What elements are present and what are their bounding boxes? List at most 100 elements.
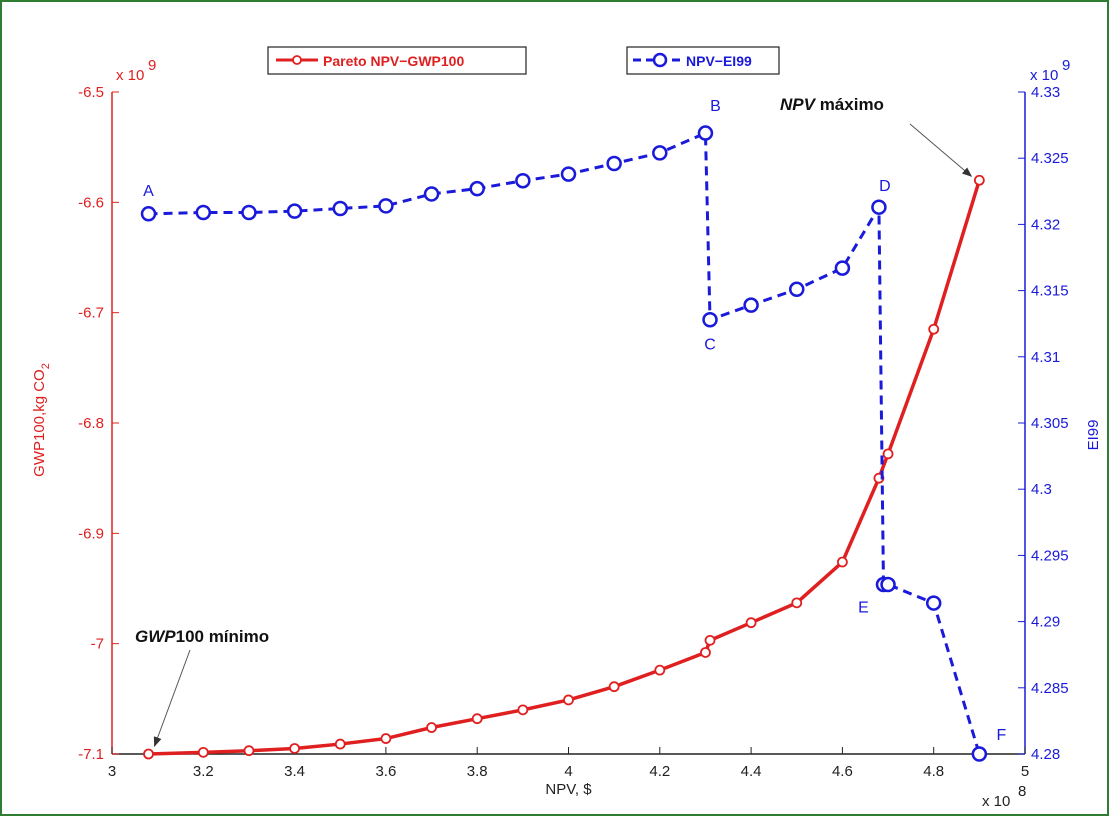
legend-swatch-marker-gwp100 [292,55,302,65]
data-point-npv-ei99 [332,200,348,217]
data-point-npv-ei99 [834,260,851,276]
data-point-npv-gwp100 [700,647,711,658]
data-point-npv-ei99 [652,145,668,161]
data-point-npv-ei99 [423,186,440,202]
x-axis-multiplier-exponent: 8 [1018,783,1026,800]
left-y-multiplier-exponent: 9 [148,57,156,74]
data-point-npv-gwp100 [928,323,940,335]
left-y-tick-label: -6.6 [78,194,104,211]
right-y-tick-label: 4.285 [1031,680,1069,697]
x-tick-label: 3 [108,763,116,780]
data-point-npv-ei99 [469,180,485,197]
right-y-tick-label: 4.325 [1031,150,1069,167]
data-point-npv-ei99 [560,166,577,182]
data-point-npv-gwp100 [563,694,574,706]
left-y-tick-label: -6.9 [78,525,104,542]
right-y-multiplier: x 10 [1030,67,1058,84]
legend-label-ei99: NPV−EI99 [686,53,752,69]
x-tick-label: 4.6 [832,763,853,780]
left-y-tick-label: -6.7 [78,305,104,322]
data-point-npv-gwp100 [143,748,154,760]
data-point-npv-ei99 [702,311,718,328]
left-y-tick-label: -7 [91,636,104,653]
data-point-npv-ei99 [971,746,988,762]
data-point-npv-gwp100 [704,634,716,646]
right-y-tick-label: 4.3 [1031,481,1052,498]
data-point-npv-ei99 [697,125,714,141]
left-y-tick-label: -7.1 [78,746,104,763]
annotation-text: 100 mínimo [176,627,270,646]
data-point-npv-gwp100 [197,746,209,758]
left-y-axis-label-subscript: 2 [40,363,52,369]
data-point-npv-gwp100 [289,743,301,754]
data-point-npv-gwp100 [654,664,666,676]
annotation-arrow [153,649,191,747]
right-y-tick-label: 4.32 [1031,216,1060,233]
data-point-npv-gwp100 [517,704,529,716]
x-tick-label: 4.8 [923,763,944,780]
left-y-tick-label: -6.8 [78,415,104,432]
data-point-npv-ei99 [378,198,394,214]
data-point-npv-gwp100 [608,681,620,693]
left-y-axis-label: GWP100,kg CO2 [31,363,52,477]
point-label-e: E [858,600,869,617]
series-line-npv-ei99 [148,130,981,755]
right-y-tick-label: 4.315 [1031,283,1069,300]
point-label-a: A [143,183,154,200]
point-label-d: D [879,178,891,195]
x-axis-multiplier: x 10 [982,793,1010,810]
annotation-npv-maximo: NPV máximo [780,95,884,114]
data-point-npv-ei99 [925,595,942,611]
annotation-text: máximo [815,95,884,114]
data-point-npv-ei99 [743,297,759,313]
data-point-npv-gwp100 [837,556,848,568]
data-point-npv-gwp100 [426,722,437,733]
legend-swatch-marker-ei99 [652,52,668,68]
x-tick-label: 3.8 [467,763,488,780]
data-point-npv-ei99 [871,199,887,215]
left-y-multiplier: x 10 [116,67,144,84]
annotation-variable: NPV [780,95,817,114]
data-point-npv-gwp100 [471,713,483,725]
x-tick-label: 3.4 [284,763,305,780]
right-y-axis-label: EI99 [1085,420,1102,451]
data-point-npv-gwp100 [882,448,894,460]
left-y-tick-label: -6.5 [78,84,104,101]
point-label-b: B [710,98,721,115]
annotation-variable: GWP [135,627,176,646]
data-point-npv-ei99 [880,576,896,593]
data-point-npv-ei99 [286,203,303,219]
data-point-npv-gwp100 [745,617,757,629]
data-point-npv-ei99 [789,281,805,298]
right-y-tick-label: 4.28 [1031,746,1060,763]
data-point-npv-gwp100 [973,174,985,186]
x-tick-label: 4.2 [649,763,670,780]
data-point-npv-ei99 [140,206,157,222]
x-tick-label: 4.4 [741,763,762,780]
data-point-npv-gwp100 [380,733,392,744]
right-y-tick-label: 4.31 [1031,349,1060,366]
right-y-multiplier-exponent: 9 [1062,57,1070,74]
series-line-npv-gwp100 [148,179,982,756]
right-y-tick-label: 4.29 [1031,614,1060,631]
data-point-npv-gwp100 [334,738,346,750]
legend-label-gwp100: Pareto NPV−GWP100 [323,53,464,69]
x-tick-label: 4 [564,763,572,780]
x-tick-label: 5 [1021,763,1029,780]
data-point-npv-ei99 [606,155,622,172]
x-tick-label: 3.2 [193,763,214,780]
right-y-tick-label: 4.33 [1031,84,1060,101]
x-axis-label: NPV, $ [545,781,592,798]
annotation-arrow [909,123,973,177]
data-point-npv-ei99 [515,172,531,189]
right-y-tick-label: 4.305 [1031,415,1069,432]
right-y-tick-label: 4.295 [1031,547,1069,564]
data-point-npv-ei99 [241,204,257,221]
data-point-npv-gwp100 [791,597,803,609]
point-label-c: C [704,337,716,354]
point-label-f: F [996,727,1006,744]
x-tick-label: 3.6 [375,763,396,780]
annotation-gwp100-minimo: GWP100 mínimo [135,627,269,646]
data-point-npv-gwp100 [243,745,255,757]
